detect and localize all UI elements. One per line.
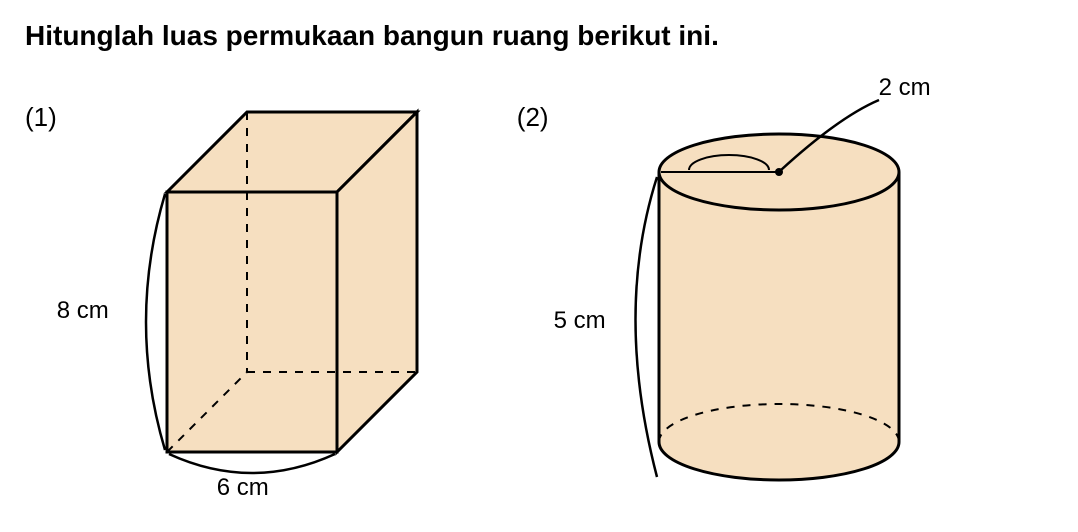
figure-2-number: (2) <box>517 102 549 133</box>
prism-height-arc <box>146 194 165 450</box>
figure-1-svg: 8 cm 6 cm <box>77 82 437 507</box>
cyl-height-arc <box>635 177 657 477</box>
cyl-radius-label: 2 cm <box>879 74 931 102</box>
figure-2: (2) <box>517 82 949 507</box>
page-title: Hitunglah luas permukaan bangun ruang be… <box>25 20 1053 52</box>
figures-row: (1) 8 cm 6 cm <box>25 82 1053 507</box>
prism-height-label: 8 cm <box>57 297 109 325</box>
figure-2-svg: 2 cm 5 cm <box>569 82 949 507</box>
prism-front-face <box>167 192 337 452</box>
cyl-bottom-front <box>659 442 899 480</box>
figure-1-number: (1) <box>25 102 57 133</box>
cyl-body <box>659 172 899 442</box>
figure-1: (1) 8 cm 6 cm <box>25 82 437 507</box>
prism-base-arc <box>169 454 335 473</box>
cyl-height-label: 5 cm <box>554 307 606 335</box>
prism-base-label: 6 cm <box>217 474 269 502</box>
